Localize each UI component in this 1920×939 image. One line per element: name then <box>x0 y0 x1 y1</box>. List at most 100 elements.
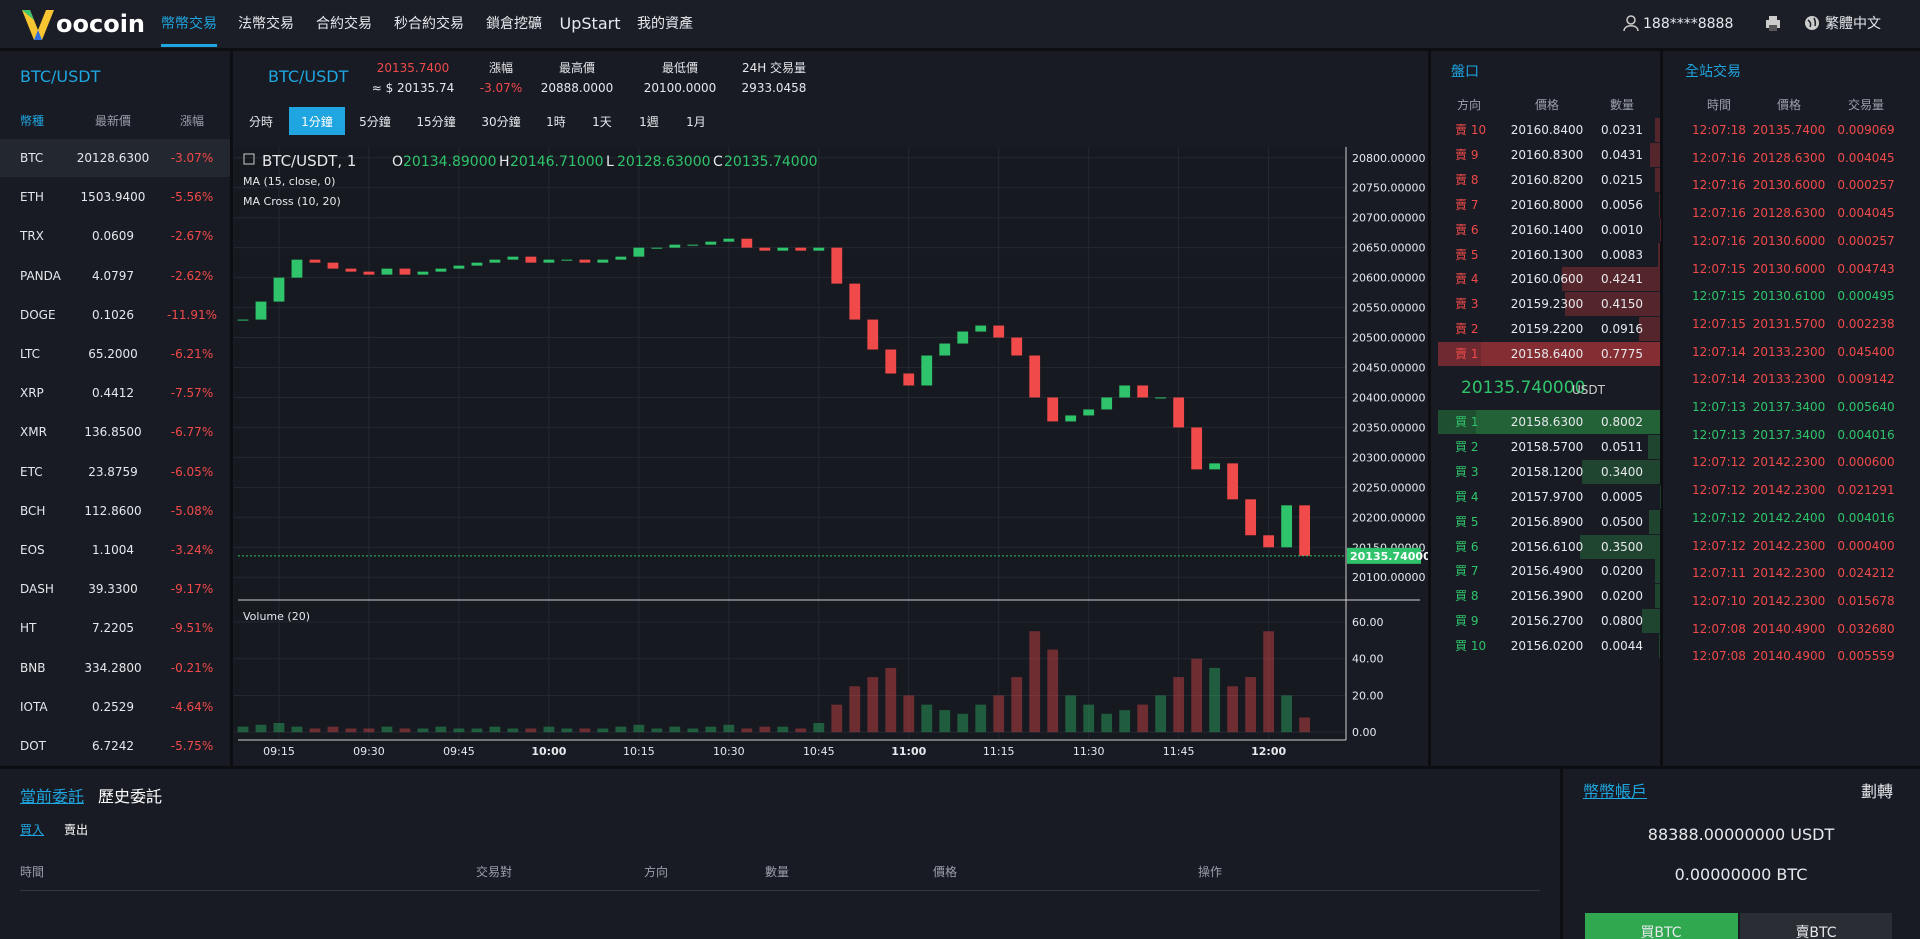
orderbook-cell[interactable]: 0.0044 <box>1601 639 1643 654</box>
orderbook-cell[interactable]: 20160.8300 <box>1510 147 1584 162</box>
market-cell[interactable]: BCH <box>20 503 46 518</box>
orderbook-cell[interactable]: 0.4150 <box>1601 297 1643 312</box>
orderbook-cell[interactable]: 20160.1400 <box>1510 222 1584 237</box>
orderbook-cell[interactable]: 買 1 <box>1455 415 1479 429</box>
orderbook-cell[interactable]: 20160.8200 <box>1510 172 1584 187</box>
sell-button[interactable] <box>1740 913 1892 939</box>
user-name[interactable]: 188****8888 <box>1643 16 1734 32</box>
orderbook-cell[interactable]: 買 4 <box>1455 489 1479 504</box>
orderbook-cell[interactable]: 20157.9700 <box>1510 489 1584 504</box>
market-cell[interactable]: DOT <box>20 739 47 753</box>
market-cell[interactable]: BTC <box>20 151 44 165</box>
orderbook-cell[interactable]: 20158.6300 <box>1510 415 1584 429</box>
nav-item[interactable]: 鎖倉挖礦 <box>486 16 542 32</box>
orderbook-cell[interactable]: 0.0200 <box>1601 564 1643 579</box>
orderbook-cell[interactable]: 買 6 <box>1455 539 1479 554</box>
print-icon[interactable] <box>1764 14 1782 32</box>
orderbook-cell[interactable]: 0.0800 <box>1601 614 1643 629</box>
orderbook-cell[interactable]: 買 9 <box>1455 614 1479 629</box>
interval-button[interactable]: 1月 <box>686 115 706 129</box>
orderbook-cell[interactable]: 0.0511 <box>1601 439 1643 454</box>
orderbook-cell[interactable]: 20158.5700 <box>1510 439 1584 454</box>
orderbook-cell[interactable]: 20159.2300 <box>1510 297 1584 312</box>
language[interactable]: 繁體中文 <box>1825 16 1881 32</box>
market-cell[interactable]: XRP <box>20 386 44 401</box>
orderbook-cell[interactable]: 賣 2 <box>1455 322 1479 337</box>
orderbook-cell[interactable]: 0.0500 <box>1601 514 1643 529</box>
orderbook-cell[interactable]: 買 7 <box>1455 564 1479 579</box>
nav-item[interactable]: 秒合約交易 <box>394 16 464 32</box>
orderbook-cell[interactable]: 20158.1200 <box>1510 464 1584 479</box>
market-cell[interactable]: PANDA <box>20 268 61 283</box>
orderbook-cell[interactable]: 20156.6100 <box>1510 539 1584 554</box>
market-cell[interactable]: XMR <box>20 425 47 440</box>
interval-button[interactable]: 30分鐘 <box>481 115 521 129</box>
orderbook-cell[interactable]: 0.0083 <box>1601 247 1643 262</box>
interval-button[interactable]: 1週 <box>639 115 659 129</box>
orderbook-cell[interactable]: 買 10 <box>1455 639 1487 654</box>
orders-tab[interactable]: 當前委託 <box>20 787 85 806</box>
orderbook-cell[interactable]: 0.0200 <box>1601 589 1643 604</box>
orderbook-cell[interactable]: 0.0916 <box>1601 322 1643 337</box>
orders-tab[interactable]: 歷史委託 <box>98 787 163 806</box>
orderbook-cell[interactable]: 0.0231 <box>1601 123 1643 137</box>
market-cell[interactable]: HT <box>20 621 37 636</box>
orderbook-cell[interactable]: 0.3500 <box>1601 539 1643 554</box>
orderbook-cell[interactable]: 賣 6 <box>1455 222 1479 237</box>
market-cell[interactable]: ETH <box>20 190 44 205</box>
interval-button[interactable]: 1天 <box>592 115 612 129</box>
orderbook-cell[interactable]: 20160.8000 <box>1510 197 1584 212</box>
orderbook-cell[interactable]: 20156.3900 <box>1510 589 1584 604</box>
market-cell[interactable]: DOGE <box>20 307 56 322</box>
orderbook-cell[interactable]: 20160.0600 <box>1510 272 1584 287</box>
orderbook-cell[interactable]: 20158.6400 <box>1510 347 1584 362</box>
orderbook-cell[interactable]: 20159.2200 <box>1510 322 1584 337</box>
nav-item[interactable]: 我的資產 <box>637 16 693 32</box>
user-icon[interactable] <box>1622 14 1640 32</box>
orderbook-cell[interactable]: 賣 1 <box>1455 347 1479 362</box>
market-cell[interactable]: DASH <box>20 582 54 597</box>
market-cell[interactable]: TRX <box>20 229 44 244</box>
nav-item[interactable]: 幣幣交易 <box>161 16 217 32</box>
orderbook-cell[interactable]: 0.3400 <box>1601 464 1643 479</box>
account-title[interactable]: 幣幣帳戶 <box>1583 782 1648 801</box>
orderbook-cell[interactable]: 20156.0200 <box>1510 639 1584 654</box>
orderbook-cell[interactable]: 賣 9 <box>1455 147 1479 162</box>
orderbook-cell[interactable]: 0.0005 <box>1601 489 1643 504</box>
orderbook-cell[interactable]: 0.0056 <box>1601 197 1643 212</box>
orderbook-cell[interactable]: 20156.2700 <box>1510 614 1584 629</box>
orderbook-cell[interactable]: 0.4241 <box>1601 272 1643 287</box>
orderbook-cell[interactable]: 20160.8400 <box>1510 123 1584 137</box>
orderbook-cell[interactable]: 20160.1300 <box>1510 247 1584 262</box>
orders-side-tab[interactable]: 買入 <box>20 823 45 837</box>
sell-button-label[interactable]: 賣BTC <box>1795 925 1837 939</box>
orderbook-cell[interactable]: 20156.8900 <box>1510 514 1584 529</box>
nav-item[interactable]: UpStart <box>559 14 621 33</box>
market-cell[interactable]: LTC <box>20 347 41 361</box>
orderbook-cell[interactable]: 買 3 <box>1455 464 1479 479</box>
market-cell[interactable]: IOTA <box>20 699 48 714</box>
orderbook-cell[interactable]: 0.0215 <box>1601 172 1643 187</box>
orderbook-cell[interactable]: 買 2 <box>1455 439 1479 454</box>
interval-button[interactable]: 15分鐘 <box>416 115 456 129</box>
orderbook-cell[interactable]: 0.0431 <box>1601 147 1643 162</box>
market-cell[interactable]: BNB <box>20 660 46 675</box>
orderbook-cell[interactable]: 0.8002 <box>1601 415 1643 429</box>
interval-button[interactable]: 1分鐘 <box>301 115 333 129</box>
orderbook-cell[interactable]: 賣 3 <box>1455 297 1479 312</box>
orderbook-cell[interactable]: 賣 4 <box>1455 272 1479 287</box>
globe-icon[interactable] <box>1803 14 1821 32</box>
interval-button[interactable]: 1時 <box>546 115 566 129</box>
transfer-link[interactable]: 劃轉 <box>1861 782 1894 801</box>
orderbook-cell[interactable]: 賣 7 <box>1455 197 1479 212</box>
buy-button-label[interactable]: 買BTC <box>1640 925 1682 939</box>
market-cell[interactable]: ETC <box>20 464 43 479</box>
interval-button[interactable]: 5分鐘 <box>359 115 391 129</box>
orders-side-tab[interactable]: 賣出 <box>64 823 89 837</box>
orderbook-cell[interactable]: 賣 8 <box>1455 172 1479 187</box>
orderbook-cell[interactable]: 買 8 <box>1455 589 1479 604</box>
orderbook-cell[interactable]: 0.7775 <box>1601 347 1643 362</box>
interval-button[interactable]: 分時 <box>248 115 273 129</box>
orderbook-cell[interactable]: 20156.4900 <box>1510 564 1584 579</box>
orderbook-cell[interactable]: 賣 5 <box>1455 247 1479 262</box>
